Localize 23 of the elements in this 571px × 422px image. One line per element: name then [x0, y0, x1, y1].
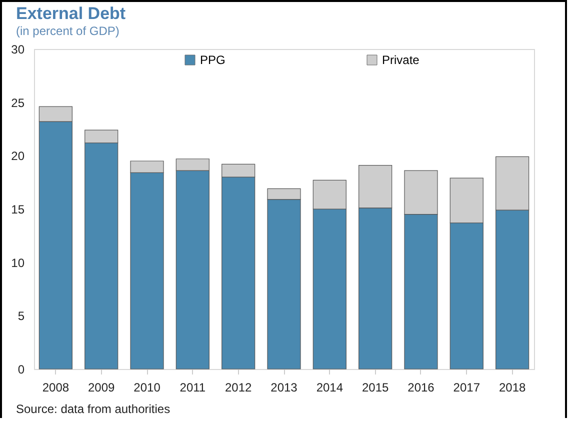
source-note: Source: data from authorities [16, 402, 170, 416]
x-tick-label: 2013 [270, 380, 298, 394]
chart-subtitle: (in percent of GDP) [16, 24, 120, 38]
y-tick-label: 10 [11, 256, 25, 270]
legend-label: Private [382, 53, 420, 67]
x-tick-label: 2016 [408, 380, 435, 394]
x-tick-label: 2012 [224, 380, 252, 394]
x-tick-label: 2018 [498, 380, 526, 394]
y-tick-label: 5 [18, 309, 25, 324]
x-tick-label: 2009 [88, 380, 116, 394]
y-tick-label: 20 [11, 149, 25, 164]
y-tick-label: 25 [11, 96, 25, 110]
y-tick-label: 30 [11, 42, 25, 56]
x-tick-label: 2011 [180, 380, 206, 394]
x-tick-label: 2017 [453, 380, 480, 394]
y-tick-label: 0 [18, 362, 25, 376]
legend-label: PPG [200, 53, 226, 67]
x-tick-label: 2014 [316, 380, 344, 394]
x-tick-label: 2015 [362, 380, 389, 394]
y-tick-label: 15 [11, 202, 25, 216]
x-tick-label: 2010 [134, 380, 161, 394]
chart-title: External Debt [16, 4, 126, 24]
x-tick-label: 2008 [42, 380, 70, 394]
